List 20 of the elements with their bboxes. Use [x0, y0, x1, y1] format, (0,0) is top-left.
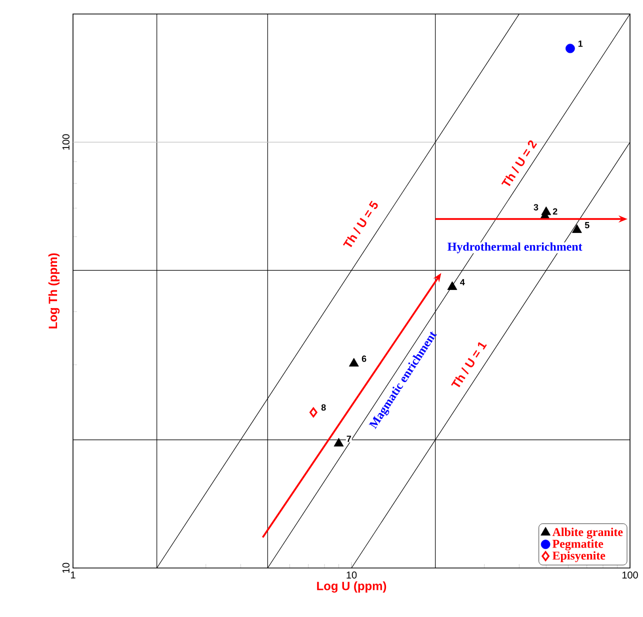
x-tick-label: 100: [622, 572, 638, 579]
x-tick-label: 10: [346, 572, 357, 579]
annotation: 7: [346, 436, 352, 442]
y-axis-title: Log Th (ppm): [48, 253, 60, 328]
annotation: 8: [321, 404, 326, 411]
annotation: Th / U = 5: [342, 200, 378, 248]
legend-label: Episyenite: [552, 551, 606, 562]
legend-label: Pegmatite: [552, 539, 604, 550]
annotation: 3: [534, 204, 538, 210]
annotation: 1: [578, 40, 583, 47]
annotation: 6: [362, 356, 366, 362]
annotation: Th / U = 2: [501, 140, 538, 186]
annotation: 4: [460, 279, 465, 286]
x-tick-label: 1: [70, 572, 76, 578]
annotation: Hydrothermal enrichment: [448, 242, 582, 254]
annotation: Th / U = 1: [451, 342, 487, 388]
legend-label: Albite granite: [552, 528, 623, 539]
annotation: 2: [552, 208, 558, 215]
x-axis-title: Log U (ppm): [317, 581, 386, 593]
annotation: 5: [584, 222, 590, 228]
